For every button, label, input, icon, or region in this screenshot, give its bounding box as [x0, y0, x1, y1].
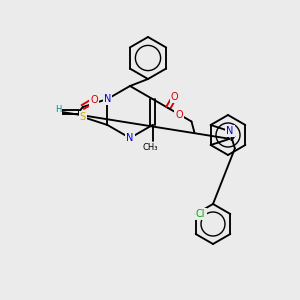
Text: N: N — [226, 126, 233, 136]
Text: N: N — [126, 133, 134, 143]
Text: O: O — [176, 110, 183, 119]
Text: H: H — [55, 104, 61, 113]
Text: S: S — [80, 112, 86, 122]
Text: N: N — [104, 94, 111, 104]
Text: O: O — [90, 95, 98, 105]
Text: O: O — [171, 92, 178, 102]
Text: CH₃: CH₃ — [143, 143, 158, 152]
Text: Cl: Cl — [196, 209, 206, 219]
